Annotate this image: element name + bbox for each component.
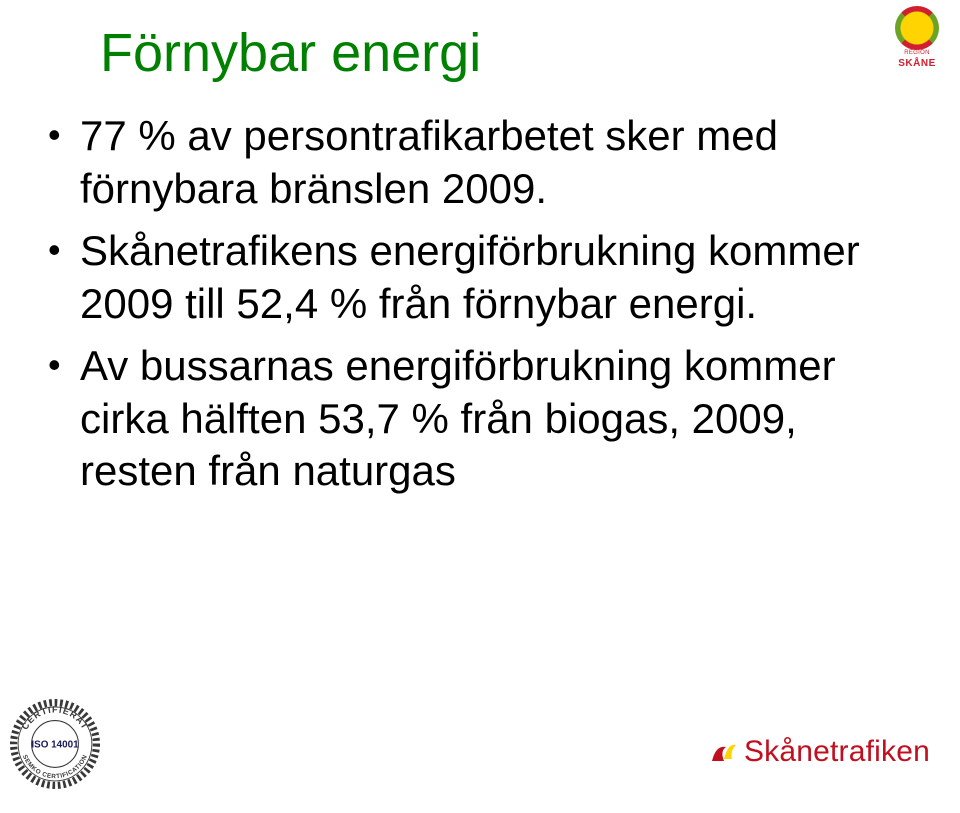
skanetrafiken-mark-icon <box>710 741 738 763</box>
bullet-item: Av bussarnas energiförbrukning kommer ci… <box>42 340 882 498</box>
region-skane-logo: REGION SKÅNE <box>886 6 948 68</box>
skanetrafiken-wordmark: Skånetrafiken <box>744 735 930 769</box>
cert-center-text: ISO 14001 <box>31 740 79 751</box>
logo-skane-name: SKÅNE <box>886 58 948 69</box>
sun-burst-icon <box>895 6 939 50</box>
bullet-item: Skånetrafikens energiförbrukning kommer … <box>42 225 882 330</box>
bullet-list: 77 % av persontrafikarbetet sker med för… <box>42 110 882 508</box>
bullet-item: 77 % av persontrafikarbetet sker med för… <box>42 110 882 215</box>
logo-region-line: REGION <box>886 50 948 56</box>
skanetrafiken-logo: Skånetrafiken <box>710 735 930 769</box>
iso-14001-cert-stamp: CERTIFIERAT SEMKO CERTIFICATION ISO 1400… <box>10 699 100 789</box>
presentation-slide: Förnybar energi 77 % av persontrafikarbe… <box>0 0 960 813</box>
slide-title: Förnybar energi <box>100 22 481 84</box>
